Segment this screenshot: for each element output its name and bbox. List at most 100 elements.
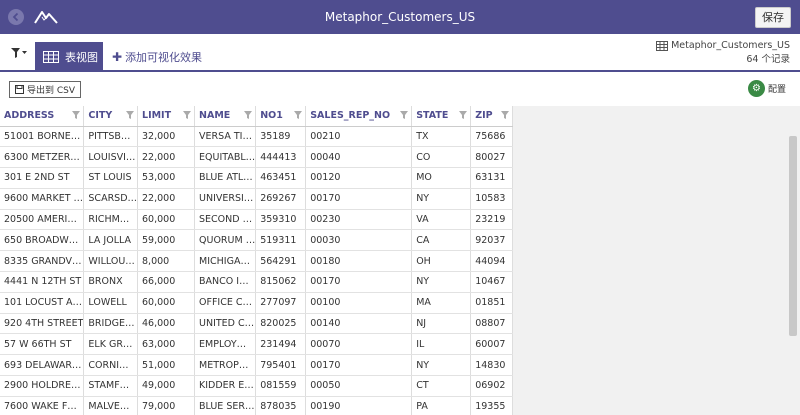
mountain-logo-icon[interactable] bbox=[34, 9, 58, 25]
back-button[interactable] bbox=[8, 9, 24, 25]
table-cell: METROP… bbox=[194, 354, 257, 377]
table-cell: 44094 bbox=[470, 250, 514, 273]
column-filter-icon[interactable] bbox=[400, 111, 409, 119]
column-header-address[interactable]: ADDRESS bbox=[0, 106, 85, 127]
column-header-sales-rep-no[interactable]: SALES_REP_NO bbox=[305, 106, 413, 127]
table-row[interactable]: 920 4TH STREET BRIDGE… 46,000 UNITED C… 8200… bbox=[0, 313, 514, 335]
record-count: 64 个记录 bbox=[746, 54, 790, 65]
table-row[interactable]: 57 W 66TH ST ELK GR… 63,000 EMPLOY… 231494 00… bbox=[0, 333, 514, 356]
table-cell: MALVE… bbox=[83, 396, 139, 415]
table-cell: CA bbox=[411, 229, 472, 252]
table-cell: 00100 bbox=[305, 292, 413, 314]
table-cell: MA bbox=[411, 292, 472, 314]
table-cell: PA bbox=[411, 396, 472, 415]
column-filter-icon[interactable] bbox=[501, 111, 510, 119]
table-cell: NY bbox=[411, 271, 472, 293]
table-cell: 35189 bbox=[255, 126, 307, 148]
tab-table-view[interactable]: 表视图 bbox=[35, 42, 103, 72]
table-cell: LA JOLLA bbox=[83, 229, 139, 252]
table-row[interactable]: 7600 WAKE F… MALVE… 79,000 BLUE SER… 878035 0… bbox=[0, 396, 514, 415]
table-cell: BRONX bbox=[83, 271, 139, 293]
table-cell: 66,000 bbox=[137, 271, 196, 293]
settings-button[interactable]: ⚙ 配置 bbox=[747, 80, 786, 97]
column-filter-icon[interactable] bbox=[294, 111, 303, 119]
table-row[interactable]: 301 E 2ND ST ST LOUIS 53,000 BLUE ATL… 46345… bbox=[0, 167, 514, 189]
table-cell: 32,000 bbox=[137, 126, 196, 148]
column-filter-icon[interactable] bbox=[244, 111, 253, 119]
table-cell: 00120 bbox=[305, 167, 413, 189]
table-header-row: ADDRESS CITY LIMIT NAME NO1 SALES_REP_NO STATE… bbox=[0, 106, 514, 127]
table-row[interactable]: 101 LOCUST A… LOWELL 60,000 OFFICE C… 277097… bbox=[0, 292, 514, 314]
table-cell: 7600 WAKE F… bbox=[0, 396, 85, 415]
column-header-label: ZIP bbox=[475, 110, 493, 122]
table-cell: UNIVERSI… bbox=[194, 188, 257, 210]
table-cell: CO bbox=[411, 146, 472, 169]
table-row[interactable]: 8335 GRANDV… WILLOU… 8,000 MICHIGA… 564291 00… bbox=[0, 250, 514, 273]
export-csv-label: 导出到 CSV bbox=[27, 86, 76, 96]
table-cell: RICHM… bbox=[83, 209, 139, 231]
table-row[interactable]: 51001 BORNE… PITTSB… 32,000 VERSA TI… 35189 0… bbox=[0, 126, 514, 148]
table-cell: WILLOU… bbox=[83, 250, 139, 273]
add-visualization-button[interactable]: ✚ 添加可视化效果 bbox=[112, 49, 202, 65]
table-cell: ELK GR… bbox=[83, 333, 139, 356]
column-filter-icon[interactable] bbox=[183, 111, 192, 119]
table-cell: 92037 bbox=[470, 229, 514, 252]
table-cell: 22,000 bbox=[137, 146, 196, 169]
column-header-state[interactable]: STATE bbox=[411, 106, 472, 127]
column-header-label: CITY bbox=[88, 110, 113, 122]
table-cell: 63131 bbox=[470, 167, 514, 189]
table-cell: NJ bbox=[411, 313, 472, 335]
table-cell: 00050 bbox=[305, 375, 413, 397]
column-header-limit[interactable]: LIMIT bbox=[137, 106, 196, 127]
table-cell: LOWELL bbox=[83, 292, 139, 314]
table-cell: 10467 bbox=[470, 271, 514, 293]
table-cell: 08807 bbox=[470, 313, 514, 335]
table-cell: 00070 bbox=[305, 333, 413, 356]
table-cell: VA bbox=[411, 209, 472, 231]
table-cell: 519311 bbox=[255, 229, 307, 252]
column-header-zip[interactable]: ZIP bbox=[470, 106, 514, 127]
table-row[interactable]: 6300 METZER… LOUISVI… 22,000 EQUITABL… 44441… bbox=[0, 146, 514, 169]
column-header-label: NO1 bbox=[260, 110, 283, 122]
column-header-city[interactable]: CITY bbox=[83, 106, 139, 127]
export-csv-button[interactable]: 导出到 CSV bbox=[9, 81, 82, 98]
data-table: ADDRESS CITY LIMIT NAME NO1 SALES_REP_NO STATE… bbox=[0, 106, 514, 415]
column-filter-icon[interactable] bbox=[459, 111, 468, 119]
table-row[interactable]: 20500 AMERI… RICHM… 60,000 SECOND … 359310 00… bbox=[0, 209, 514, 231]
table-cell: BRIDGE… bbox=[83, 313, 139, 335]
table-cell: 463451 bbox=[255, 167, 307, 189]
table-cell: 01851 bbox=[470, 292, 514, 314]
table-cell: 80027 bbox=[470, 146, 514, 169]
page-title: Metaphor_Customers_US bbox=[324, 10, 476, 24]
table-cell: 79,000 bbox=[137, 396, 196, 415]
table-cell: 00210 bbox=[305, 126, 413, 148]
table-cell: 269267 bbox=[255, 188, 307, 210]
table-cell: 101 LOCUST A… bbox=[0, 292, 85, 314]
table-cell: STAMF… bbox=[83, 375, 139, 397]
table-row[interactable]: 9600 MARKET … SCARSD… 22,000 UNIVERSI… 26926… bbox=[0, 188, 514, 210]
table-cell: 231494 bbox=[255, 333, 307, 356]
table-cell: 6300 METZER… bbox=[0, 146, 85, 169]
table-row[interactable]: 693 DELAWAR… CORNI… 51,000 METROP… 795401 001… bbox=[0, 354, 514, 377]
table-cell: BANCO I… bbox=[194, 271, 257, 293]
table-cell: ST LOUIS bbox=[83, 167, 139, 189]
save-button[interactable]: 保存 bbox=[755, 7, 791, 28]
table-cell: 53,000 bbox=[137, 167, 196, 189]
table-cell: 8,000 bbox=[137, 250, 196, 273]
table-cell: 00170 bbox=[305, 188, 413, 210]
column-header-label: NAME bbox=[199, 110, 231, 122]
column-header-name[interactable]: NAME bbox=[194, 106, 257, 127]
column-header-no1[interactable]: NO1 bbox=[255, 106, 307, 127]
table-row[interactable]: 4441 N 12TH ST BRONX 66,000 BANCO I… 815062 0… bbox=[0, 271, 514, 293]
filter-dropdown-icon[interactable] bbox=[11, 47, 27, 59]
table-row[interactable]: 650 BROADW… LA JOLLA 59,000 QUORUM … 519311 0… bbox=[0, 229, 514, 252]
vertical-scrollbar[interactable] bbox=[789, 136, 797, 336]
column-filter-icon[interactable] bbox=[72, 111, 81, 119]
action-bar: 导出到 CSV ⚙ 配置 bbox=[0, 72, 800, 106]
column-filter-icon[interactable] bbox=[126, 111, 135, 119]
table-cell: 9600 MARKET … bbox=[0, 188, 85, 210]
table-cell: 63,000 bbox=[137, 333, 196, 356]
plus-icon: ✚ bbox=[112, 50, 123, 64]
table-row[interactable]: 2900 HOLDRE… STAMF… 49,000 KIDDER E… 081559 0… bbox=[0, 375, 514, 397]
table-cell: 444413 bbox=[255, 146, 307, 169]
